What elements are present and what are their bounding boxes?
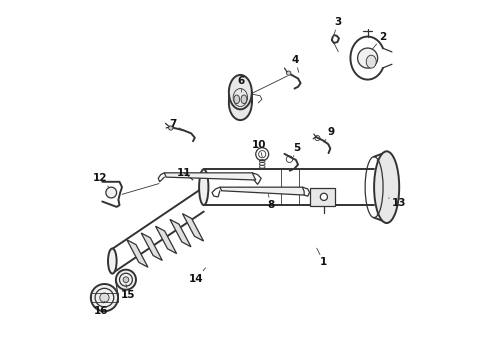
Ellipse shape xyxy=(234,95,240,104)
Circle shape xyxy=(358,48,378,68)
Text: 7: 7 xyxy=(169,120,184,131)
Text: 2: 2 xyxy=(372,32,387,49)
Circle shape xyxy=(123,277,129,283)
Text: 15: 15 xyxy=(121,284,136,301)
Text: 13: 13 xyxy=(389,198,406,208)
Text: 9: 9 xyxy=(324,127,335,142)
Text: 4: 4 xyxy=(292,55,299,72)
Text: 3: 3 xyxy=(334,17,342,35)
Text: 16: 16 xyxy=(94,301,108,316)
Text: 12: 12 xyxy=(93,173,109,187)
Polygon shape xyxy=(182,213,203,241)
Ellipse shape xyxy=(229,75,252,109)
Polygon shape xyxy=(170,219,191,247)
Circle shape xyxy=(287,71,291,75)
Ellipse shape xyxy=(199,169,208,205)
Polygon shape xyxy=(220,187,304,195)
Polygon shape xyxy=(155,226,177,253)
Text: 11: 11 xyxy=(177,168,193,180)
Text: 10: 10 xyxy=(252,140,267,157)
Ellipse shape xyxy=(229,86,252,120)
Text: 6: 6 xyxy=(238,76,245,92)
Ellipse shape xyxy=(366,55,376,68)
Text: 1: 1 xyxy=(317,248,327,267)
Circle shape xyxy=(320,193,327,201)
Text: 8: 8 xyxy=(267,194,274,210)
Ellipse shape xyxy=(374,151,399,223)
Ellipse shape xyxy=(241,95,247,104)
Text: 14: 14 xyxy=(189,268,205,284)
Ellipse shape xyxy=(108,248,117,274)
Circle shape xyxy=(169,126,173,130)
Polygon shape xyxy=(310,188,335,206)
Circle shape xyxy=(106,187,117,198)
Text: 5: 5 xyxy=(294,143,301,157)
Circle shape xyxy=(100,293,109,302)
Polygon shape xyxy=(164,173,256,180)
Circle shape xyxy=(91,284,118,311)
Polygon shape xyxy=(127,240,148,267)
Circle shape xyxy=(116,270,136,290)
Polygon shape xyxy=(141,233,162,260)
